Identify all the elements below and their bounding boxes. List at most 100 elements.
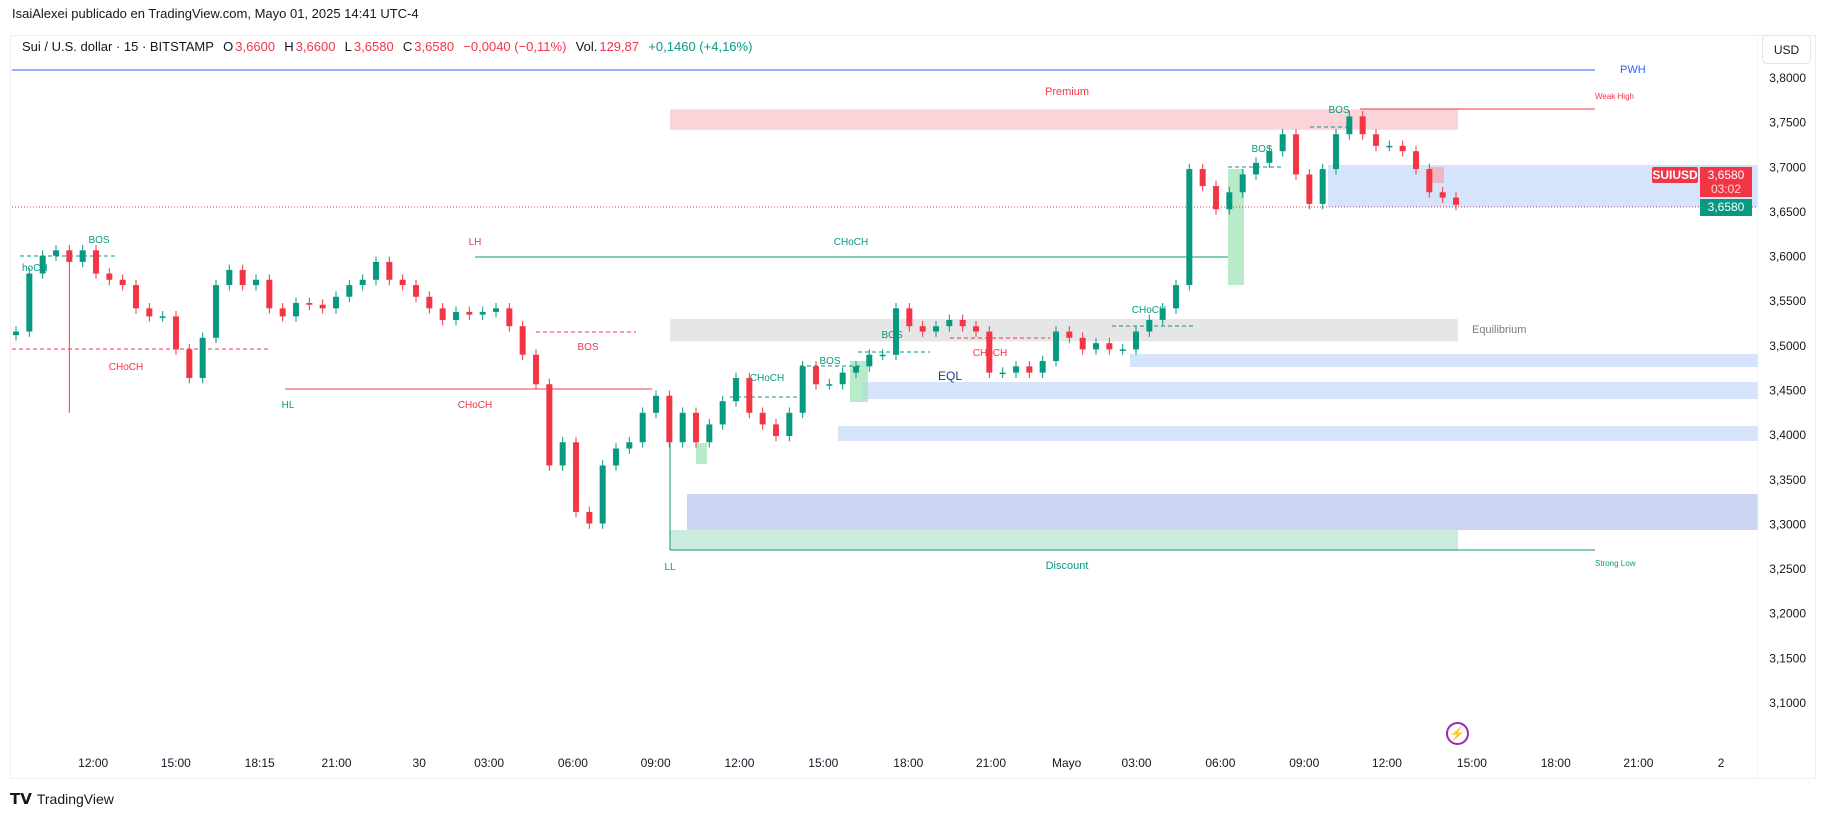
symbol-tag: SUIUSD — [1652, 167, 1698, 183]
candle-body — [813, 366, 819, 385]
publish-info: IsaiAlexei publicado en TradingView.com,… — [12, 6, 419, 21]
candle-body — [439, 308, 446, 320]
candle-body — [333, 296, 339, 309]
candle-body — [1306, 174, 1313, 204]
price-tick-label: 3,1500 — [1769, 651, 1806, 665]
candle-body — [66, 250, 73, 262]
candle-body — [639, 412, 646, 443]
candle-body — [1226, 192, 1233, 210]
volume-value: 129,87 — [599, 39, 640, 54]
last-price-tag: 3,6580 03:02 — [1700, 167, 1752, 197]
time-tick-label: 2 — [1718, 756, 1725, 770]
time-tick-label: 18:00 — [893, 756, 923, 770]
candle-body — [39, 255, 46, 274]
candle-body — [159, 316, 166, 318]
candle-body — [213, 285, 219, 338]
candle-body — [293, 302, 299, 317]
candle-body — [1333, 134, 1339, 170]
candle-body — [359, 279, 366, 286]
candle-body — [146, 308, 153, 317]
symbol-name[interactable]: Sui / U.S. dollar · 15 · BITSTAMP — [22, 39, 214, 54]
candle-body — [613, 448, 619, 466]
candle-body — [693, 412, 699, 443]
order-block-zone — [687, 494, 1758, 530]
price-tick-label: 3,5000 — [1769, 339, 1806, 353]
annotation-choch: CHoCH — [109, 362, 143, 373]
candle-body — [559, 442, 566, 466]
candle-body — [1399, 145, 1406, 152]
lightning-icon[interactable]: ⚡ — [1446, 722, 1469, 745]
candle-body — [879, 354, 886, 357]
discount-label: Discount — [1046, 560, 1089, 572]
candle-body — [279, 308, 286, 317]
time-tick-label: 21:00 — [976, 756, 1006, 770]
currency-button[interactable]: USD — [1762, 35, 1811, 64]
candle-body — [93, 250, 99, 274]
price-tick-label: 3,4500 — [1769, 383, 1806, 397]
time-tick-label: 21:00 — [1623, 756, 1653, 770]
candle-body — [1119, 349, 1126, 351]
bar-countdown: 03:02 — [1710, 182, 1742, 196]
candle-body — [626, 442, 633, 449]
candle-body — [1319, 169, 1326, 204]
candle-body — [453, 311, 459, 320]
annotation-choch: CHoCH — [750, 373, 784, 384]
candle-body — [706, 424, 713, 443]
candle-body — [79, 250, 86, 262]
annotation-ll: LL — [664, 562, 676, 573]
price-tick-label: 3,7000 — [1769, 160, 1806, 174]
candle-body — [519, 326, 526, 355]
chart-panel[interactable] — [10, 35, 1816, 779]
candle-body — [1159, 308, 1166, 320]
brand-name: TradingView — [36, 791, 114, 807]
candle-body — [773, 424, 779, 437]
time-tick-label: 12:00 — [1372, 756, 1402, 770]
candle-body — [1186, 169, 1193, 286]
candle-body — [586, 511, 593, 524]
candle-body — [1093, 343, 1099, 350]
candle-body — [1439, 192, 1446, 198]
candle-body — [1279, 134, 1286, 152]
candle-body — [653, 395, 659, 413]
candle-body — [933, 326, 939, 332]
high-value: 3,6600 — [295, 39, 336, 54]
candle-body — [373, 261, 379, 280]
candle-body — [893, 308, 899, 355]
last-price: 3,6580 — [1707, 168, 1745, 182]
candle-body — [493, 308, 499, 312]
candle-body — [946, 319, 953, 327]
candle-body — [386, 261, 393, 280]
order-block-zone — [862, 382, 1758, 399]
candle-body — [1079, 337, 1086, 350]
candle-body — [986, 331, 993, 373]
discount-zone — [670, 530, 1458, 550]
candle-body — [1346, 116, 1353, 135]
tv-logo-icon: 𝗧𝗩 — [10, 791, 32, 808]
candle-body — [1266, 151, 1273, 163]
strong-low-label: Strong Low — [1595, 559, 1636, 568]
time-tick-label: 15:00 — [808, 756, 838, 770]
annotation-eql: EQL — [938, 369, 962, 383]
candle-body — [906, 308, 913, 327]
candle-body — [1453, 197, 1459, 205]
candle-body — [1066, 331, 1073, 338]
candle-body — [173, 316, 179, 350]
candle-body — [573, 442, 579, 512]
annotation-bos: BOS — [577, 342, 598, 353]
candle-body — [1239, 174, 1246, 193]
candle-body — [1146, 319, 1153, 332]
annotation-bos: BOS — [881, 330, 902, 341]
candle-body — [506, 308, 513, 327]
candle-body — [839, 372, 846, 385]
candle-body — [1106, 343, 1113, 350]
price-tick-label: 3,6500 — [1769, 205, 1806, 219]
candle-body — [1359, 116, 1366, 135]
time-tick-label: 18:15 — [245, 756, 275, 770]
candle-body — [426, 296, 433, 309]
price-tick-label: 3,4000 — [1769, 428, 1806, 442]
order-block-zone — [838, 426, 1758, 441]
candle-body — [1426, 169, 1433, 193]
high-label: H — [284, 39, 294, 54]
tradingview-logo[interactable]: 𝗧𝗩 TradingView — [10, 790, 114, 808]
